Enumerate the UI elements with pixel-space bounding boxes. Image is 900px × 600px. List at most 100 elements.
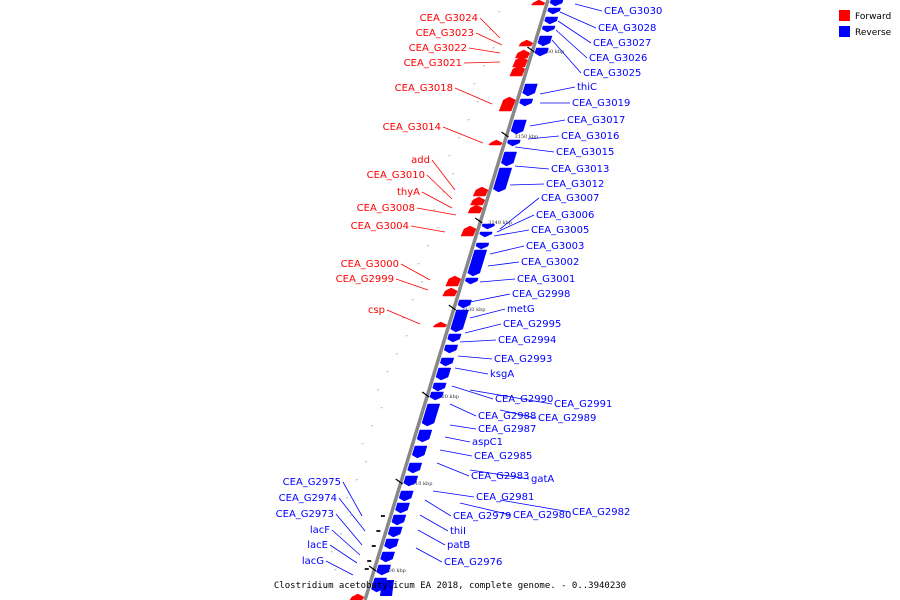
label-leader-line — [514, 165, 550, 170]
forward-gene-feature — [512, 56, 528, 68]
label-leader-line — [493, 229, 530, 237]
reverse-gene-label: CEA_G3030 — [604, 6, 662, 17]
reverse-gene-label: patB — [447, 540, 470, 551]
reverse-gene-feature — [435, 367, 452, 381]
label-leader-line — [539, 86, 576, 95]
background-dash — [488, 29, 491, 31]
small-feature-mark — [364, 568, 369, 570]
background-dash — [395, 353, 399, 355]
reverse-gene-feature — [398, 490, 414, 502]
reverse-gene-label: CEA_G3019 — [572, 98, 630, 109]
reverse-gene-label: aspC1 — [472, 437, 503, 448]
label-leader-line — [386, 309, 421, 325]
reverse-gene-label: lacE — [307, 540, 328, 551]
legend-forward-label: Forward — [855, 12, 891, 22]
label-leader-line — [469, 469, 530, 480]
label-leader-line — [469, 308, 506, 319]
background-dash — [476, 101, 480, 103]
genome-backbone — [363, 0, 550, 600]
scale-tick-label: 3140 kbp — [488, 220, 512, 226]
reverse-gene-feature — [464, 277, 479, 285]
reverse-gene-label: CEA_G3026 — [589, 53, 647, 64]
reverse-gene-feature — [475, 242, 490, 250]
reverse-gene-label: CEA_G3025 — [583, 68, 641, 79]
reverse-gene-feature — [519, 98, 534, 107]
label-leader-line — [475, 32, 503, 46]
legend-forward-swatch — [839, 10, 850, 21]
label-leader-line — [400, 263, 431, 281]
small-feature-mark — [371, 545, 376, 547]
reverse-gene-label: CEA_G2973 — [276, 509, 334, 520]
forward-gene-label: csp — [368, 305, 385, 316]
reverse-gene-label: CEA_G3001 — [517, 274, 575, 285]
legend-reverse-label: Reverse — [855, 28, 892, 38]
label-leader-line — [431, 159, 456, 191]
background-dash — [355, 479, 358, 481]
forward-gene-feature — [518, 39, 534, 47]
label-leader-line — [459, 339, 497, 343]
label-leader-line — [457, 355, 493, 360]
reverse-gene-feature — [439, 357, 455, 367]
label-leader-line — [557, 20, 592, 44]
forward-gene-label: CEA_G3004 — [351, 221, 409, 232]
reverse-gene-label: CEA_G2991 — [554, 399, 612, 410]
reverse-gene-label: CEA_G2982 — [572, 507, 630, 518]
forward-gene-label: CEA_G3018 — [395, 83, 453, 94]
reverse-gene-label: CEA_G3013 — [551, 164, 609, 175]
label-leader-line — [439, 449, 473, 457]
label-leader-line — [342, 481, 363, 517]
background-dash — [376, 389, 380, 391]
label-leader-line — [487, 261, 520, 267]
reverse-gene-label: CEA_G2976 — [444, 557, 502, 568]
label-leader-line — [459, 502, 512, 516]
reverse-gene-feature — [467, 249, 488, 277]
forward-gene-label: CEA_G3024 — [420, 13, 478, 24]
label-leader-line — [464, 323, 502, 334]
reverse-gene-feature — [549, 0, 564, 7]
reverse-gene-feature — [387, 526, 403, 538]
reverse-gene-label: CEA_G2993 — [494, 354, 552, 365]
background-dash — [370, 425, 374, 427]
reverse-gene-label: gatA — [531, 474, 554, 485]
forward-gene-feature — [349, 593, 365, 600]
background-dash — [411, 299, 414, 301]
scale-tick — [474, 217, 483, 224]
background-marks — [324, 11, 501, 589]
label-leader-line — [432, 490, 475, 498]
label-leader-line — [416, 207, 457, 216]
forward-gene-feature — [442, 287, 458, 297]
forward-gene-label: CEA_G3022 — [409, 43, 467, 54]
reverse-gene-feature — [432, 382, 447, 392]
reverse-gene-feature — [457, 299, 472, 309]
reverse-gene-label: CEA_G3016 — [561, 131, 619, 142]
label-leader-line — [449, 424, 477, 430]
background-dash — [345, 497, 349, 499]
reverse-gene-label: thiC — [577, 82, 597, 93]
forward-gene-feature — [509, 65, 526, 77]
label-leader-line — [436, 462, 470, 477]
background-dash — [482, 65, 485, 67]
reverse-gene-label: CEA_G3003 — [526, 241, 584, 252]
label-leader-line — [335, 513, 363, 546]
label-leader-line — [555, 29, 588, 59]
background-dash — [364, 461, 368, 463]
reverse-gene-feature — [534, 47, 549, 57]
forward-gene-label: thyA — [397, 187, 420, 198]
reverse-gene-feature — [510, 119, 527, 135]
scale-tick — [395, 478, 404, 485]
background-dash — [324, 587, 327, 589]
small-feature-mark — [367, 560, 372, 562]
label-leader-line — [468, 47, 501, 54]
label-leader-line — [499, 197, 540, 230]
label-leader-line — [527, 135, 560, 140]
reverse-gene-label: CEA_G3007 — [541, 193, 599, 204]
forward-gene-feature — [488, 139, 503, 146]
reverse-gene-label: CEA_G2994 — [498, 335, 556, 346]
background-dash — [361, 443, 364, 445]
background-dash — [467, 119, 470, 121]
reverse-gene-feature — [384, 538, 399, 550]
reverse-gene-feature — [500, 151, 517, 167]
reverse-gene-label: CEA_G2974 — [279, 493, 337, 504]
background-dash — [334, 569, 337, 571]
reverse-gene-feature — [481, 223, 496, 230]
